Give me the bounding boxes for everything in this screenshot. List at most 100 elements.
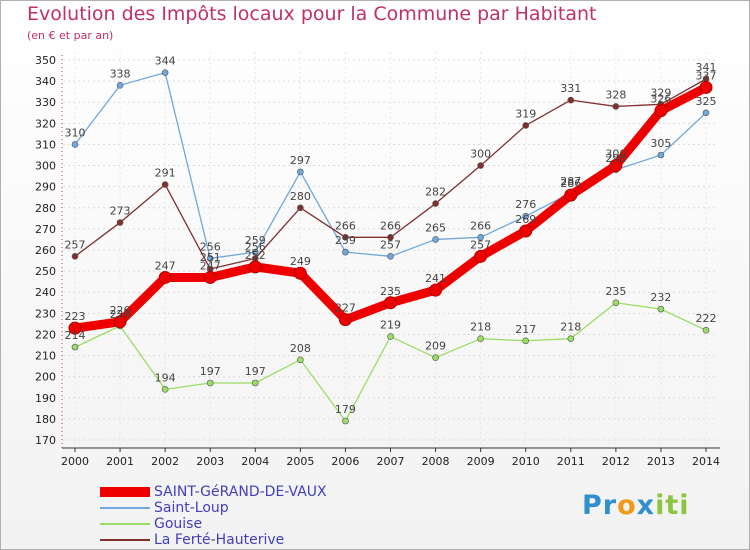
legend-swatch [100,507,150,509]
data-label: 286 [560,177,581,190]
data-label: 217 [515,323,536,336]
data-label: 223 [65,310,86,323]
logo-part: Pr [582,490,618,521]
y-tick-label: 250 [35,265,56,278]
x-tick-label: 2013 [647,455,675,468]
data-label: 280 [290,190,311,203]
data-point [161,181,169,188]
y-tick-label: 230 [35,307,56,320]
legend-item: SAINT-GéRAND-DE-VAUX [100,484,327,500]
y-tick-label: 200 [35,371,56,384]
data-point [702,326,710,334]
data-label: 208 [290,342,311,355]
data-point [116,82,124,89]
data-point [387,333,394,340]
data-label: 235 [605,285,626,298]
data-point [342,417,349,425]
data-label: 252 [245,249,266,262]
data-label: 338 [110,67,131,80]
legend-swatch [100,539,150,541]
data-point [699,80,713,94]
data-label: 256 [245,240,266,253]
data-point [657,305,665,313]
data-point [251,379,259,387]
data-point [297,204,304,212]
data-point [68,321,82,335]
data-point [297,168,304,176]
data-label: 226 [110,304,131,317]
x-tick-label: 2014 [692,455,720,468]
data-label: 328 [605,88,626,101]
data-point [387,253,394,260]
logo-part: x [636,490,656,521]
data-point [702,109,710,117]
x-tick-label: 2007 [377,455,405,468]
data-point [657,151,665,159]
data-point [161,69,169,76]
data-label: 247 [200,259,221,272]
legend: SAINT-GéRAND-DE-VAUX Saint-Loup Gouise La F… [100,484,327,548]
data-label: 282 [425,186,446,199]
data-point [432,200,439,207]
data-point [567,335,575,342]
data-label: 256 [200,240,221,253]
data-label: 287 [560,175,581,188]
data-label: 291 [155,167,176,180]
data-label: 331 [560,82,581,95]
data-label: 247 [155,259,176,272]
x-tick-label: 2012 [602,455,630,468]
data-label: 300 [605,148,626,161]
data-point [522,212,530,220]
x-tick-label: 2011 [557,455,585,468]
data-point [342,234,349,241]
logo-part: o [617,490,637,521]
data-label: 257 [380,238,401,251]
data-label: 218 [470,321,491,334]
x-tick-label: 2009 [467,455,495,468]
data-label: 235 [380,285,401,298]
x-tick-label: 2003 [196,455,224,468]
data-label: 329 [650,86,671,99]
data-point [474,249,488,263]
proxiti-logo: Proxiti [582,490,690,521]
x-tick-label: 2008 [422,455,450,468]
data-label: 241 [425,272,446,285]
x-tick-label: 2000 [61,455,89,468]
y-tick-label: 210 [35,350,56,363]
data-label: 273 [110,205,131,218]
y-tick-label: 280 [35,202,56,215]
data-label: 319 [515,107,536,120]
data-label: 259 [245,234,266,247]
data-label: 251 [200,251,221,264]
data-label: 218 [560,321,581,334]
data-label: 298 [605,152,626,165]
data-point [564,188,578,202]
legend-swatch [100,523,150,525]
legend-label: Gouise [154,516,203,532]
data-label: 257 [65,238,86,251]
chart-title: Evolution des Impôts locaux pour la Comm… [27,3,597,25]
data-label: 276 [515,198,536,211]
data-point [477,162,484,169]
x-tick-label: 2004 [241,455,269,468]
data-label: 269 [515,213,536,226]
data-point [161,386,169,393]
data-label: 214 [65,329,86,342]
data-point [338,313,352,327]
legend-label: La Ferté-Hauterive [154,532,285,548]
data-point [387,234,394,241]
x-tick-label: 2002 [151,455,179,468]
y-tick-label: 240 [35,286,56,299]
data-point [116,219,124,226]
data-label: 219 [380,319,401,332]
data-point [432,354,439,361]
data-point [477,234,484,241]
data-label: 297 [290,154,311,167]
data-point [429,283,443,297]
x-tick-label: 2010 [512,455,540,468]
data-label: 249 [290,255,311,268]
data-point [158,270,172,284]
legend-item: Saint-Loup [100,500,327,516]
legend-label: SAINT-GéRAND-DE-VAUX [154,484,327,500]
